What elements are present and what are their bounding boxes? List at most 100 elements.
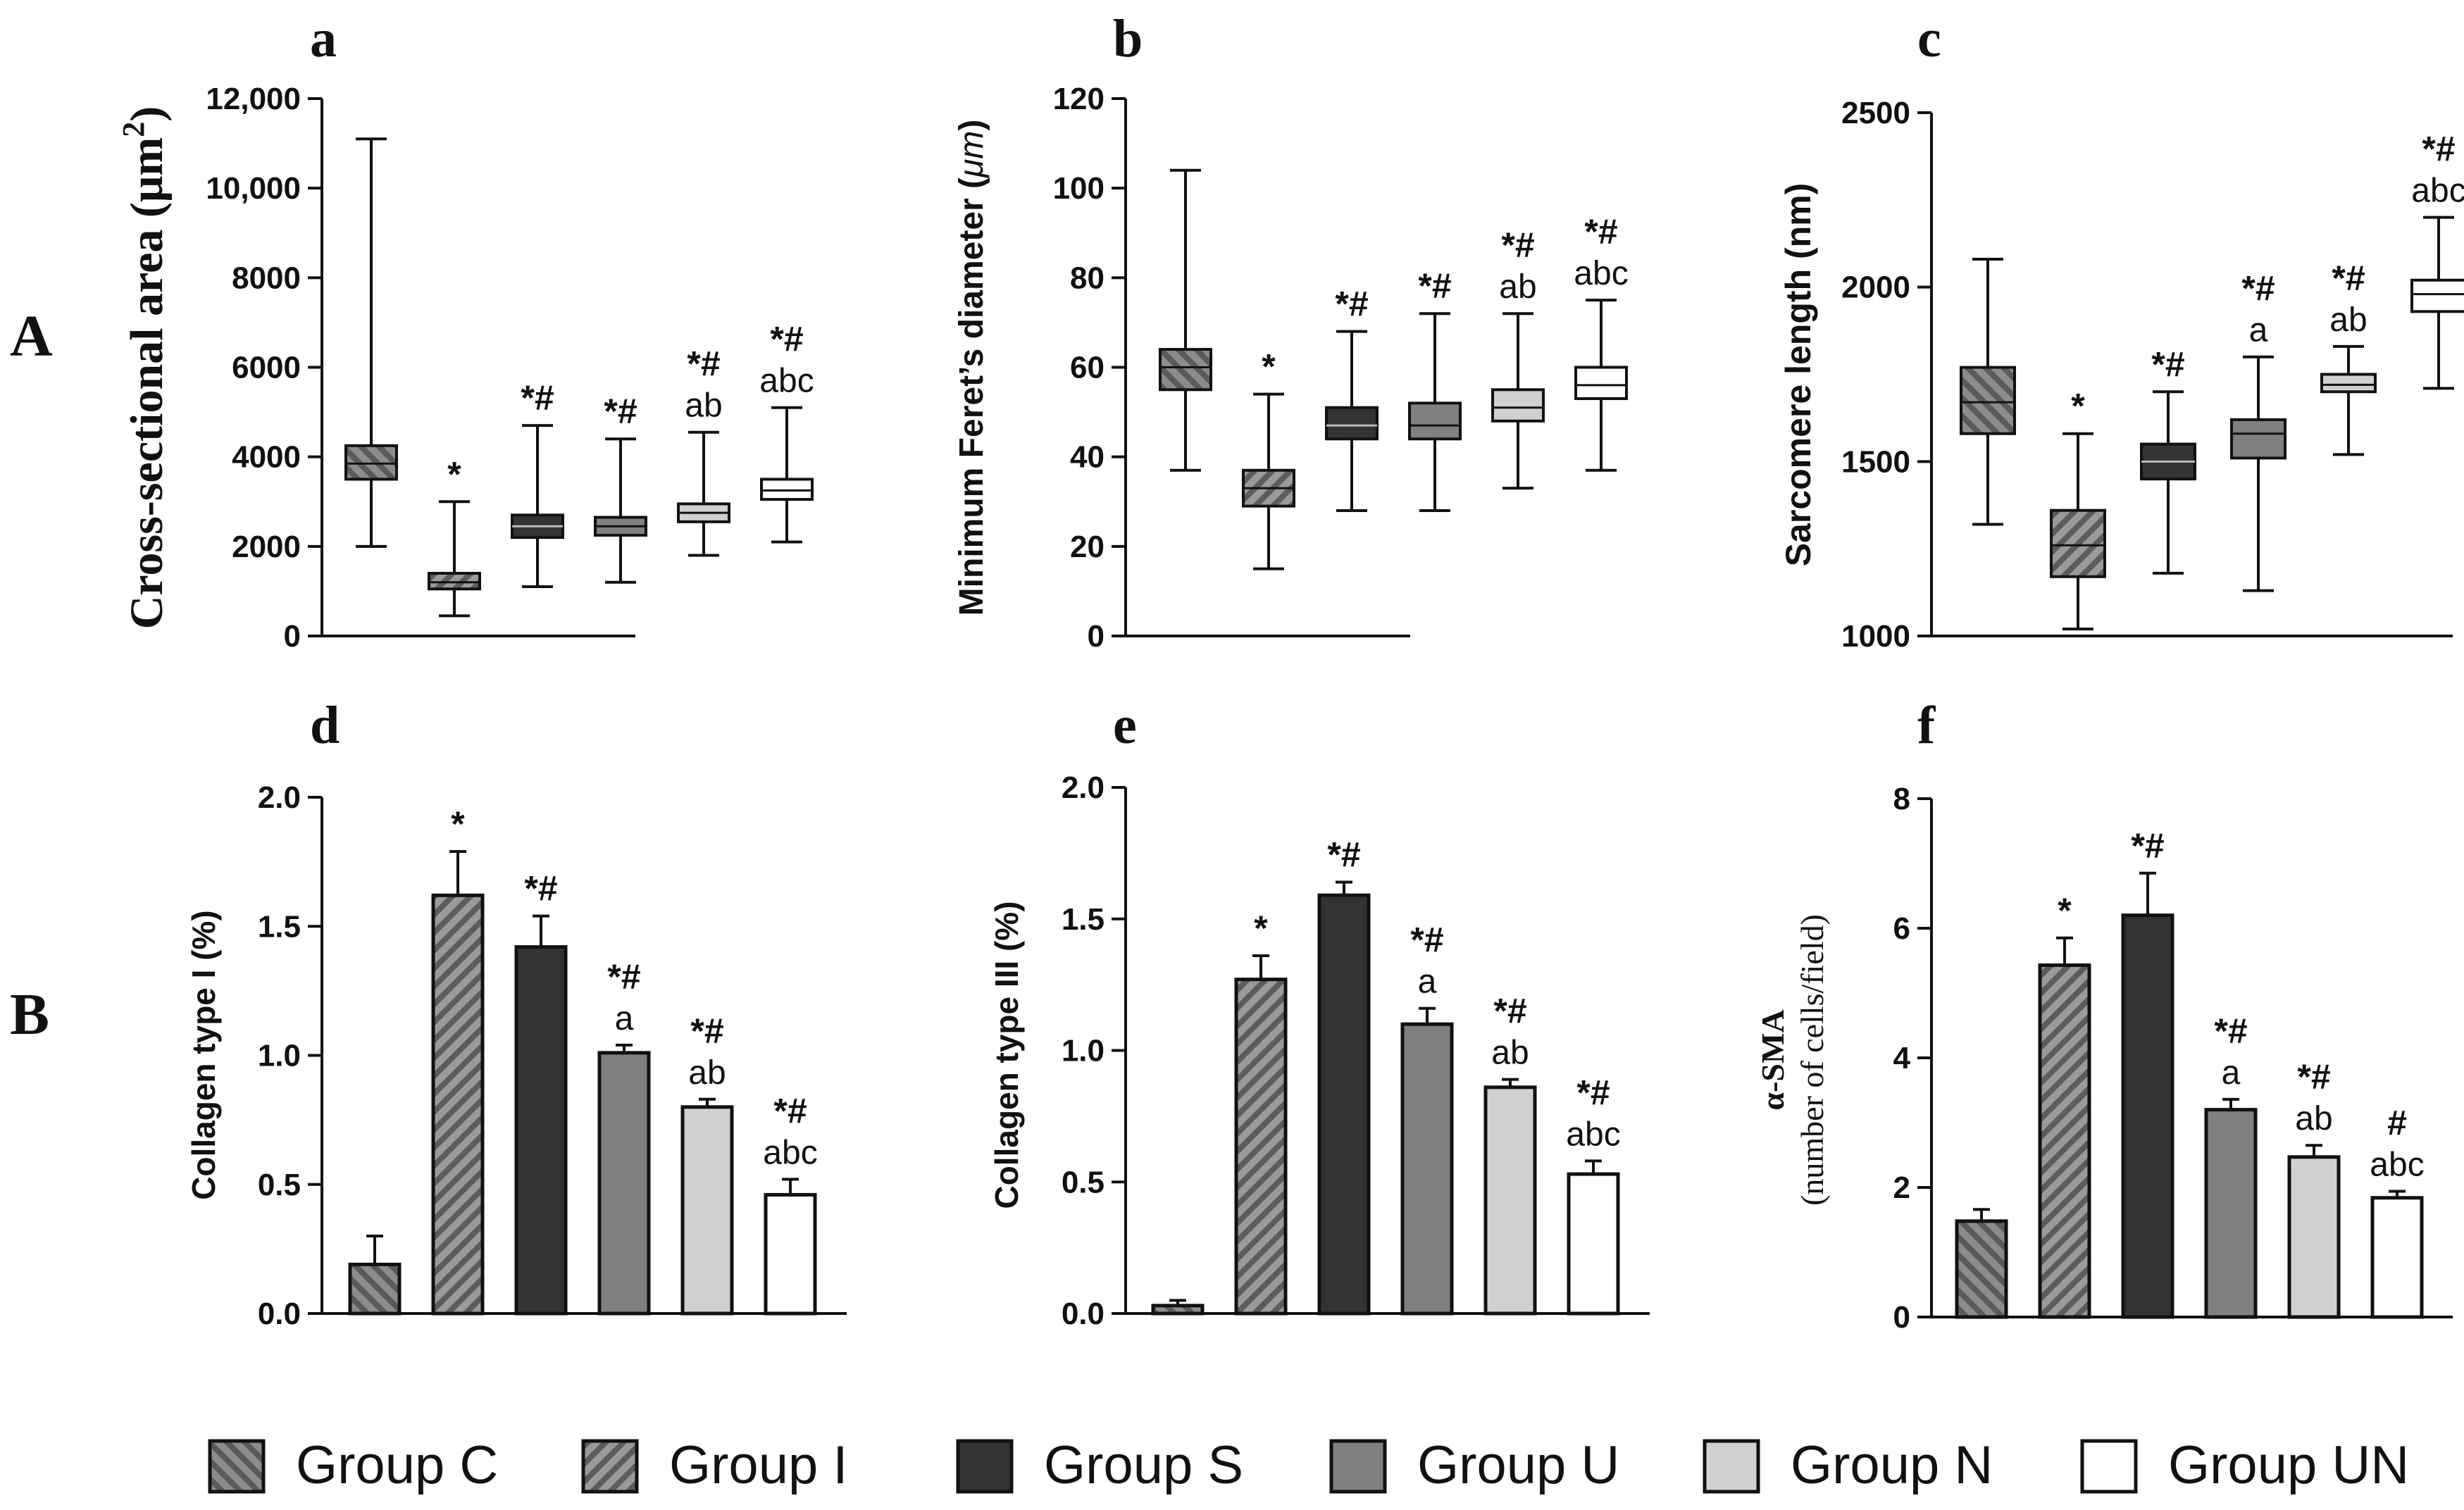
- significance-mark: *#: [1493, 992, 1526, 1031]
- y-tick-label: 2: [1893, 1171, 1910, 1205]
- y-tick-label: 20: [1070, 530, 1105, 564]
- y-axis-label-close: ): [121, 106, 173, 122]
- significance-mark: ab: [688, 1054, 726, 1092]
- y-axis-label-text: Cross-sectional area (μm: [121, 137, 173, 630]
- y-tick-label: 0: [1088, 619, 1105, 654]
- bar: [2370, 1196, 2424, 1319]
- panel-b: b 0 20 40 60 80 100 120 Minimum Feret’s diameter…: [953, 9, 1629, 654]
- y-tick-label: 0.0: [258, 1297, 301, 1331]
- significance-mark: abc: [763, 1134, 817, 1171]
- significance-mark: abc: [1566, 1116, 1620, 1153]
- legend-swatch: [581, 1439, 639, 1494]
- significance-mark: a: [1418, 963, 1437, 1001]
- significance-mark: *: [451, 804, 465, 844]
- box: [1574, 366, 1628, 401]
- legend-label: Group C: [296, 1435, 498, 1495]
- legend-label: Group N: [1791, 1435, 1993, 1495]
- y-tick-label: 4000: [232, 440, 301, 475]
- panel-a: a 0 2000 4000 6000 8000 10,000 12,000 Cross-sect…: [116, 9, 814, 654]
- y-axis-label-sup: 2: [116, 122, 151, 137]
- y-axis-label: α-SMA (number of cells/field): [1755, 914, 1830, 1206]
- y-tick-label: 6000: [232, 351, 301, 385]
- y-axis-label: Collagen type III (%): [988, 901, 1025, 1209]
- panel-d: d 0.0 0.5 1.0 1.5 2.0 Collagen type I (%) * *# *#…: [185, 696, 847, 1331]
- bar: [764, 1192, 817, 1316]
- box: [1491, 388, 1545, 423]
- bar: [2287, 1155, 2341, 1319]
- significance-mark: *#: [770, 320, 803, 359]
- panel-letter: c: [1917, 9, 1941, 68]
- significance-mark: *: [1254, 909, 1268, 948]
- y-tick-label: 1.5: [1062, 902, 1105, 937]
- significance-mark: *: [2071, 387, 2085, 426]
- bar: [2038, 963, 2091, 1319]
- significance-mark: *: [2058, 891, 2072, 930]
- y-tick-label: 8000: [232, 261, 301, 295]
- y-axis-label-text: Minimum Feret’s diameter (: [953, 177, 990, 616]
- significance-mark: *#: [2131, 826, 2164, 866]
- significance-mark: *#: [604, 392, 637, 431]
- significance-mark: abc: [2411, 173, 2464, 210]
- y-tick-label: 0: [1893, 1300, 1910, 1335]
- box: [2050, 508, 2106, 578]
- panel-letter: d: [310, 696, 340, 755]
- bar: [1955, 1219, 2008, 1319]
- panel-c: c 1000 1500 2000 2500 Sarcomere length (nm) * *…: [1779, 9, 2464, 654]
- panel-letter: a: [310, 9, 337, 68]
- y-tick-label: 0.5: [258, 1168, 301, 1202]
- box: [760, 478, 814, 501]
- y-tick-label: 1000: [1841, 619, 1910, 654]
- y-tick-label: 8: [1893, 782, 1910, 816]
- bar: [514, 945, 568, 1316]
- y-axis-label-close: ): [953, 120, 990, 131]
- legend-label: Group U: [1417, 1435, 1619, 1495]
- y-tick-label: 2500: [1841, 96, 1910, 130]
- y-tick-label: 0.5: [1062, 1165, 1105, 1199]
- legend-swatch: [1703, 1439, 1760, 1494]
- y-tick-label: 120: [1053, 82, 1105, 116]
- bar: [348, 1262, 402, 1316]
- significance-mark: a: [615, 1000, 634, 1037]
- significance-mark: *#: [2422, 130, 2455, 169]
- significance-mark: *#: [607, 957, 640, 997]
- y-tick-label: 10,000: [206, 171, 301, 206]
- significance-mark: a: [2249, 312, 2268, 349]
- y-axis-label: Sarcomere length (nm): [1779, 183, 1818, 567]
- box: [1159, 348, 1212, 392]
- significance-mark: #: [2387, 1104, 2407, 1143]
- section-label-B: B: [10, 982, 49, 1047]
- legend-label: Group I: [669, 1435, 847, 1495]
- y-axis-label: Minimum Feret’s diameter (μm): [953, 120, 990, 616]
- significance-mark: *#: [1584, 212, 1617, 251]
- panel-letter: e: [1113, 696, 1137, 755]
- y-tick-label: 1.5: [258, 909, 301, 944]
- legend-swatch: [956, 1439, 1014, 1494]
- y-tick-label: 2.0: [1062, 770, 1105, 805]
- panel-e: e 0.0 0.5 1.0 1.5 2.0 Collagen type III (%) * *#…: [988, 696, 1650, 1331]
- significance-mark: ab: [1491, 1035, 1529, 1072]
- bar: [1400, 1022, 1454, 1316]
- y-tick-label: 2000: [1841, 270, 1910, 305]
- legend-label: Group UN: [2168, 1435, 2409, 1495]
- box: [344, 444, 398, 481]
- significance-mark: *: [1262, 347, 1276, 387]
- box: [2230, 418, 2286, 460]
- y-tick-label: 2.0: [258, 780, 301, 815]
- significance-mark: *#: [1410, 921, 1443, 960]
- significance-mark: abc: [2370, 1147, 2424, 1184]
- significance-mark: a: [2222, 1054, 2241, 1092]
- significance-mark: *#: [690, 1011, 723, 1051]
- box: [2410, 278, 2464, 313]
- box: [428, 571, 481, 591]
- significance-mark: ab: [685, 387, 722, 425]
- panel-letter: b: [1113, 9, 1143, 68]
- significance-mark: *#: [1335, 285, 1368, 324]
- legend-swatch: [1329, 1439, 1387, 1494]
- significance-mark: *#: [1576, 1073, 1610, 1112]
- box: [2320, 373, 2377, 394]
- significance-mark: abc: [1574, 255, 1628, 292]
- y-tick-label: 2000: [232, 530, 301, 564]
- legend-label: Group S: [1044, 1435, 1243, 1495]
- y-axis-label-unit: μm: [953, 131, 990, 179]
